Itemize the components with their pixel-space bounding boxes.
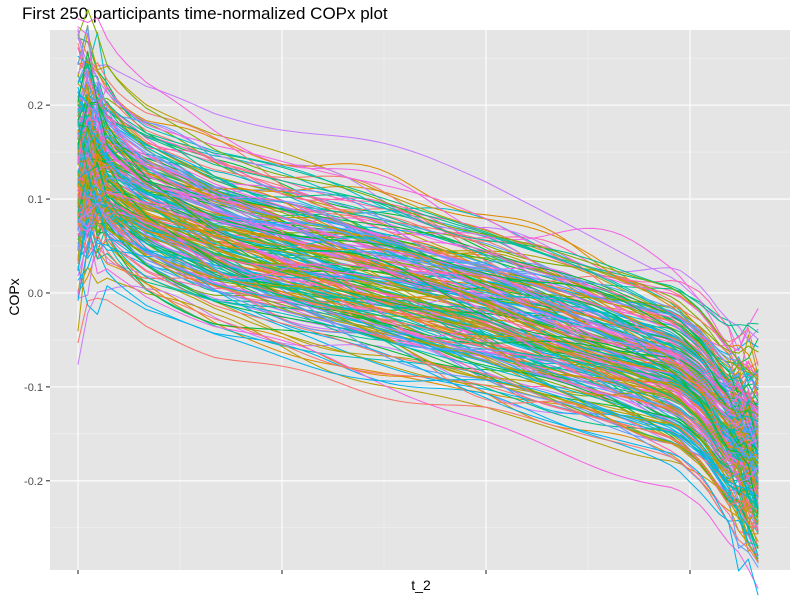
series-line	[77, 151, 759, 468]
series-line	[77, 199, 759, 596]
series-line	[77, 297, 759, 563]
series-line	[77, 170, 759, 542]
series-line	[77, 156, 759, 562]
x-axis-label: t_2	[411, 577, 431, 593]
series-line	[77, 160, 759, 445]
y-tick-label: 0.1	[28, 194, 43, 206]
series-line	[77, 212, 759, 500]
series-line	[77, 107, 759, 413]
series-line	[77, 157, 759, 514]
series-line	[77, 202, 759, 562]
series-line	[77, 103, 759, 427]
y-axis-label: COPx	[6, 278, 22, 315]
series-line	[77, 62, 759, 373]
series-line	[77, 72, 759, 385]
series-line	[77, 175, 759, 490]
series-line	[77, 104, 759, 382]
series-line	[77, 139, 759, 352]
y-tick-label: 0.2	[28, 100, 43, 112]
series-line	[77, 47, 759, 423]
chart-title: First 250 participants time-normalized C…	[22, 4, 388, 23]
series-line	[77, 157, 759, 513]
series-line	[77, 61, 759, 505]
series-line	[77, 30, 759, 483]
series-line	[77, 50, 759, 514]
series-line	[77, 179, 759, 568]
series-line	[77, 190, 759, 560]
y-tick-label: -0.1	[24, 382, 43, 394]
series-line	[77, 163, 759, 440]
series-line	[77, 119, 759, 512]
series-line	[77, 185, 759, 490]
series-line	[77, 33, 759, 392]
series-line	[77, 172, 759, 487]
y-axis: 0.2 0.1 0.0 -0.1 -0.2	[24, 100, 50, 488]
series-line	[77, 32, 759, 395]
series-line	[77, 191, 759, 487]
series-line	[77, 37, 759, 351]
series-line	[77, 170, 759, 506]
series-line	[77, 94, 759, 439]
series-line	[77, 91, 759, 455]
series-line	[77, 74, 759, 356]
series-line	[77, 188, 759, 479]
series-line	[77, 266, 759, 521]
series-line	[77, 159, 759, 524]
series-line	[77, 158, 759, 402]
series-line	[77, 8, 759, 381]
series-line	[77, 202, 759, 483]
series-line	[77, 128, 759, 416]
series-line	[77, 266, 759, 497]
series-line	[77, 26, 759, 376]
y-tick-label: -0.2	[24, 476, 43, 488]
series-line	[77, 226, 759, 589]
series-line	[77, 150, 759, 419]
series-line	[77, 177, 759, 433]
series-line	[77, 101, 759, 444]
series-line	[77, 80, 759, 432]
series-line	[77, 173, 759, 447]
x-axis	[77, 570, 691, 574]
series-line	[77, 107, 759, 417]
y-tick-label: 0.0	[28, 288, 43, 300]
series-layer	[77, 8, 759, 596]
series-line	[77, 206, 759, 560]
series-line	[77, 180, 759, 508]
series-line	[77, 186, 759, 441]
series-line	[77, 179, 759, 480]
series-line	[77, 82, 759, 484]
series-line	[77, 63, 759, 410]
series-line	[77, 129, 759, 409]
